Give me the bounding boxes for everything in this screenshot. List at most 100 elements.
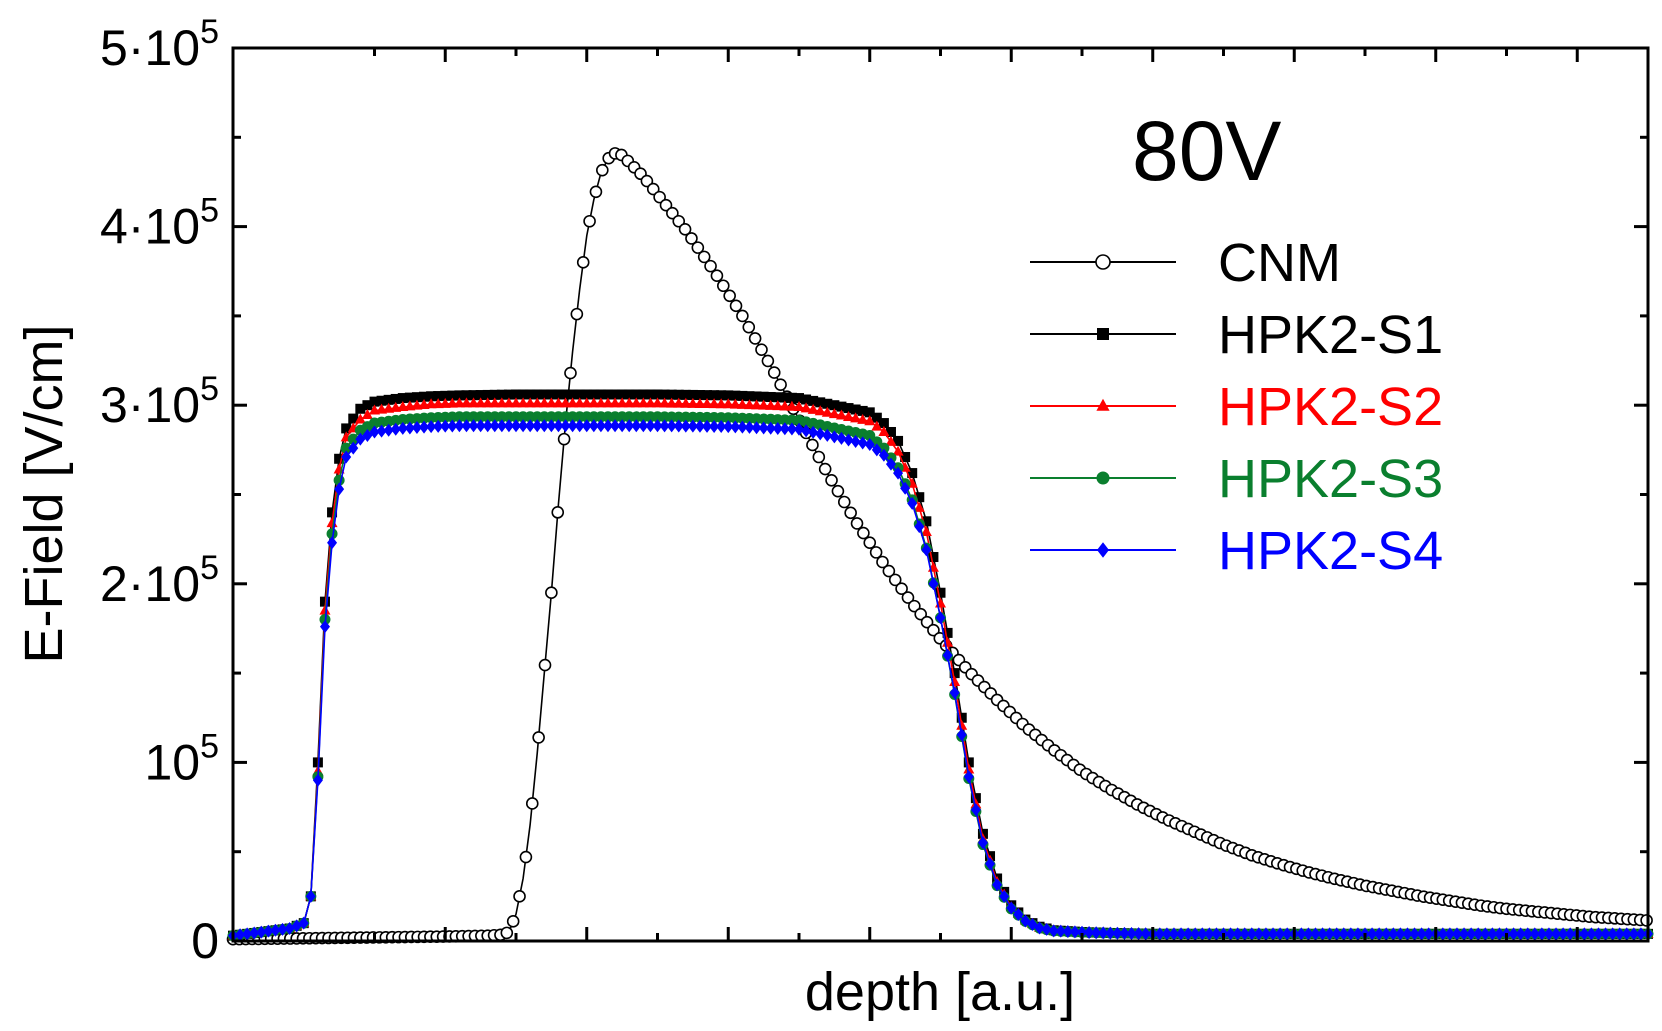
data-point-hpk2-s2 (673, 397, 685, 408)
data-point-cnm (691, 241, 705, 254)
data-point-hpk2-s4 (1522, 927, 1533, 941)
series-cnm (226, 147, 1653, 946)
data-point-hpk2-s4 (390, 422, 401, 436)
data-point-hpk2-s4 (1331, 927, 1342, 941)
data-point-hpk2-s1 (687, 389, 698, 400)
data-point-hpk2-s1 (631, 389, 642, 400)
data-point-hpk2-s1 (723, 390, 734, 401)
data-point-hpk2-s1 (638, 389, 649, 400)
data-point-hpk2-s1 (921, 516, 932, 527)
data-point-hpk2-s4 (985, 857, 996, 871)
data-point-hpk2-s4 (1303, 927, 1314, 941)
data-point-hpk2-s1 (794, 393, 804, 404)
data-point-hpk2-s2 (680, 397, 692, 408)
data-point-hpk2-s4 (602, 419, 613, 433)
data-point-cnm (837, 495, 851, 509)
data-point-cnm (729, 299, 743, 313)
data-point-cnm (685, 232, 698, 245)
data-point-hpk2-s4 (1168, 927, 1179, 941)
data-point-hpk2-s1 (602, 389, 613, 400)
data-point-hpk2-s2 (807, 403, 819, 414)
data-point-hpk2-s1 (348, 413, 359, 424)
data-point-hpk2-s4 (1508, 927, 1519, 941)
data-point-hpk2-s4 (298, 916, 309, 930)
data-point-hpk2-s4 (1621, 927, 1632, 941)
data-point-hpk2-s1 (864, 407, 875, 418)
data-point-hpk2-s2 (956, 719, 968, 730)
data-point-hpk2-s4 (758, 421, 769, 435)
data-point-hpk2-s4 (1310, 927, 1321, 941)
data-point-hpk2-s4 (694, 419, 705, 433)
data-point-hpk2-s4 (744, 420, 755, 434)
data-point-hpk2-s4 (249, 926, 260, 940)
data-point-hpk2-s1 (610, 389, 621, 400)
legend-label: CNM (1218, 233, 1341, 293)
data-point-hpk2-s4 (1105, 926, 1116, 940)
data-point-hpk2-s4 (1253, 927, 1264, 941)
data-point-hpk2-s2 (354, 413, 366, 424)
data-point-hpk2-s4 (553, 419, 564, 433)
data-point-hpk2-s2 (538, 397, 550, 408)
data-point-hpk2-s4 (1119, 926, 1130, 940)
data-point-hpk2-s4 (1126, 926, 1137, 940)
data-point-hpk2-s2 (489, 397, 501, 408)
data-point-hpk2-s4 (680, 419, 691, 433)
data-point-hpk2-s1 (624, 389, 635, 400)
data-point-hpk2-s4 (334, 482, 345, 496)
data-point-hpk2-s1 (419, 391, 430, 402)
data-point-hpk2-s1 (376, 395, 387, 406)
data-point-cnm (576, 256, 590, 269)
data-point-hpk2-s4 (539, 419, 550, 433)
data-point-hpk2-s4 (1600, 927, 1611, 941)
data-point-hpk2-s4 (475, 419, 486, 433)
data-point-hpk2-s1 (709, 390, 720, 401)
data-point-hpk2-s4 (1416, 927, 1427, 941)
y-tick-label: 3·105 (100, 370, 219, 433)
data-point-hpk2-s4 (1077, 925, 1087, 939)
data-point-cnm (589, 185, 603, 199)
data-point-cnm (570, 307, 584, 321)
data-point-cnm (697, 250, 711, 264)
data-point-hpk2-s4 (1296, 927, 1307, 941)
data-point-hpk2-s2 (453, 397, 465, 408)
data-point-hpk2-s4 (263, 924, 274, 938)
data-point-hpk2-s4 (1402, 927, 1413, 941)
data-point-hpk2-s1 (857, 405, 868, 416)
y-tick-label: 5·105 (100, 13, 219, 76)
data-point-hpk2-s4 (312, 773, 323, 787)
data-point-hpk2-s1 (617, 389, 628, 400)
data-point-hpk2-s4 (687, 419, 698, 433)
data-point-hpk2-s4 (1409, 927, 1420, 941)
data-point-hpk2-s4 (624, 419, 635, 433)
data-point-hpk2-s1 (503, 389, 514, 400)
data-point-hpk2-s4 (1388, 927, 1399, 941)
data-point-hpk2-s1 (893, 435, 904, 446)
data-point-hpk2-s4 (468, 419, 479, 433)
data-point-hpk2-s1 (815, 397, 826, 408)
data-point-hpk2-s1 (850, 404, 861, 415)
y-tick-labels: 0 105 2·105 3·105 4·105 5·105 (100, 13, 219, 969)
data-point-hpk2-s4 (1515, 927, 1526, 941)
data-point-hpk2-s2 (446, 397, 458, 408)
data-point-hpk2-s4 (709, 419, 720, 433)
data-point-hpk2-s1 (942, 627, 953, 638)
legend-entry-hpk2-s4: HPK2-S4 (1030, 521, 1443, 581)
data-point-cnm (882, 564, 896, 578)
data-point-hpk2-s1 (546, 389, 557, 400)
data-point-hpk2-s4 (1275, 927, 1286, 941)
data-point-hpk2-s4 (751, 421, 762, 435)
data-point-cnm (716, 279, 730, 293)
data-point-hpk2-s1 (496, 389, 507, 400)
data-point-hpk2-s2 (432, 398, 444, 409)
data-point-hpk2-s4 (829, 430, 840, 444)
data-point-hpk2-s2 (701, 398, 713, 409)
data-point-hpk2-s4 (1133, 927, 1144, 941)
data-point-hpk2-s1 (949, 668, 960, 679)
data-point-hpk2-s2 (878, 425, 890, 436)
legend-label: HPK2-S3 (1218, 449, 1443, 509)
data-point-hpk2-s4 (532, 419, 543, 433)
data-point-hpk2-s4 (560, 419, 571, 433)
data-point-hpk2-s2 (715, 398, 727, 409)
data-point-hpk2-s4 (631, 419, 642, 433)
y-tick-label: 4·105 (100, 192, 219, 255)
